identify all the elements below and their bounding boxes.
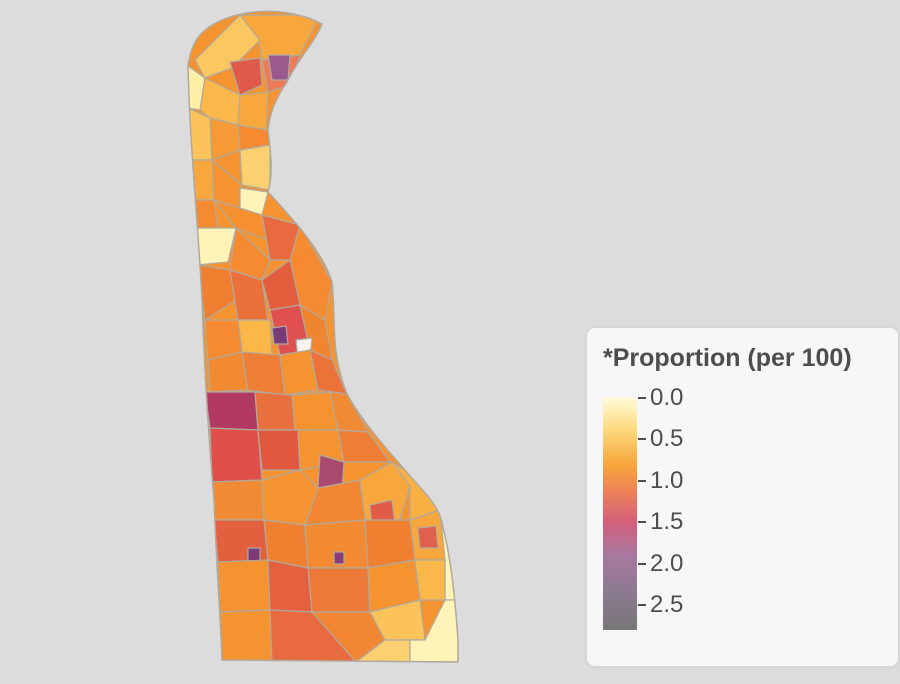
tract (414, 559, 446, 601)
tract (271, 325, 289, 345)
legend-tick-mark (638, 604, 646, 607)
legend-tick-mark (638, 479, 646, 482)
legend-tick-mark (638, 562, 646, 565)
tract (204, 391, 259, 431)
tract (217, 559, 271, 613)
legend-tick-label: 2.5 (650, 591, 684, 619)
tract (417, 525, 439, 549)
legend-tick-label: 0.5 (650, 425, 684, 453)
map-legend: *Proportion (per 100) 0.0 0.5 1.0 1.5 2.0 2.5 (587, 328, 898, 666)
tract (241, 351, 286, 396)
tract (267, 559, 313, 613)
tract (307, 567, 371, 613)
legend-tick-label: 1.0 (650, 466, 684, 494)
tract (219, 609, 273, 663)
state-outline (187, 10, 459, 663)
tract (333, 551, 345, 565)
tract (211, 479, 265, 521)
legend-tick-mark (638, 438, 646, 441)
tract (239, 144, 271, 191)
legend-tick-label: 1.5 (650, 508, 684, 536)
legend-title: *Proportion (per 100) (603, 344, 852, 372)
tract (194, 14, 261, 79)
tract (337, 429, 392, 463)
tract (257, 429, 301, 471)
legend-tick-mark (638, 397, 646, 399)
tract (267, 54, 291, 81)
legend-tick-label: 2.0 (650, 549, 684, 577)
legend-tick-label: 0.0 (650, 384, 684, 411)
tract (229, 57, 263, 96)
tract (209, 427, 263, 483)
county-tracts (188, 11, 458, 663)
legend-tick-mark (638, 521, 646, 524)
tract (207, 351, 249, 393)
legend-color-bar (603, 398, 637, 630)
tract (254, 391, 296, 431)
